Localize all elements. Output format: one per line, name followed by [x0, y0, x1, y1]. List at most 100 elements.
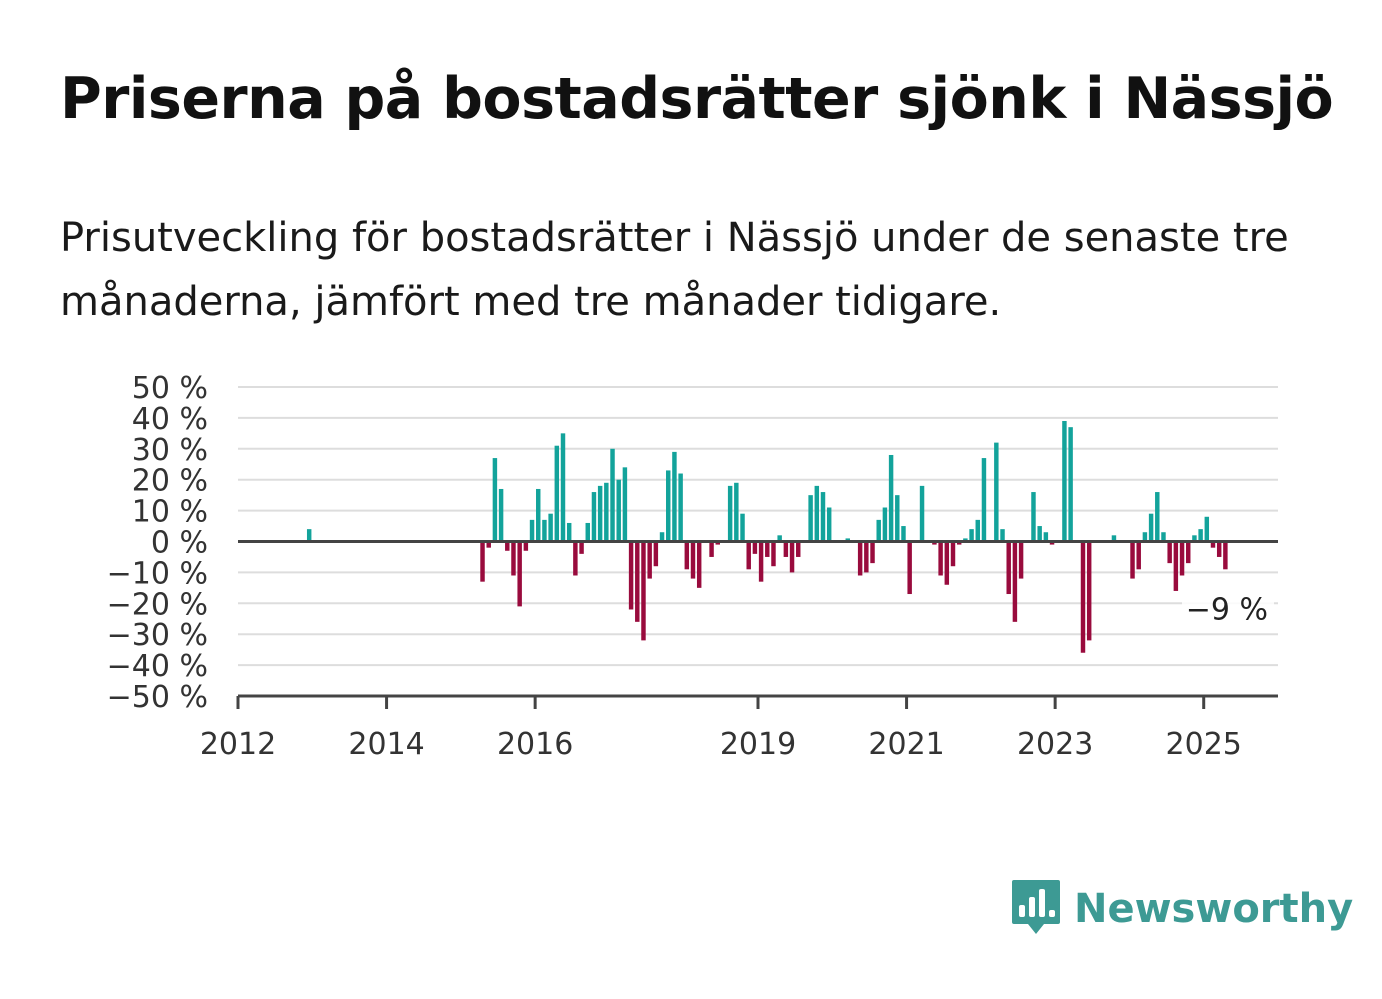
bar: [1142, 532, 1148, 542]
x-tick-label: 2021: [868, 727, 944, 762]
bar: [888, 454, 894, 542]
bar: [641, 541, 646, 641]
bar: [566, 522, 572, 542]
bar: [771, 541, 776, 567]
bar: [523, 541, 529, 551]
bar: [901, 526, 906, 542]
bar: [554, 445, 560, 542]
bar: [1080, 541, 1086, 653]
bar-chart: 50 %40 %30 %20 %10 %0 %−10 %−20 %−30 %−4…: [107, 371, 1278, 762]
bar: [591, 492, 597, 542]
newsworthy-chart-icon: [1012, 880, 1060, 934]
bar: [666, 470, 671, 542]
newsworthy-logo: Newsworthy: [1010, 878, 1353, 940]
bar: [579, 541, 584, 554]
bar: [845, 538, 850, 542]
bar: [672, 451, 677, 542]
bar: [789, 541, 795, 573]
bar: [597, 485, 603, 542]
bar: [994, 442, 999, 542]
bar: [585, 522, 590, 542]
last-value-label-bg: [1182, 591, 1274, 628]
bar: [1000, 529, 1005, 542]
bar: [1167, 541, 1172, 564]
bar: [734, 482, 739, 542]
bar: [895, 495, 900, 542]
x-tick-label: 2023: [1017, 727, 1093, 762]
bar: [1210, 541, 1216, 548]
bar: [938, 541, 943, 576]
bar: [653, 541, 659, 567]
y-tick-label: 10 %: [132, 495, 208, 530]
bar: [1192, 535, 1197, 542]
bar: [635, 541, 640, 622]
bar: [622, 467, 628, 542]
x-tick-label: 2016: [497, 727, 573, 762]
chart-title: Priserna på bostadsrätter sjönk i Nässjö: [60, 66, 1334, 132]
bar: [919, 485, 925, 542]
bar: [882, 507, 888, 542]
bar: [306, 529, 312, 542]
bar: [907, 541, 912, 595]
bar: [659, 532, 665, 542]
bar: [690, 541, 696, 579]
y-tick-label: −20 %: [107, 587, 208, 622]
bar: [1006, 541, 1011, 595]
y-tick-label: 20 %: [132, 464, 208, 499]
bar: [511, 541, 516, 576]
bar: [1086, 541, 1092, 641]
bar: [876, 519, 881, 542]
bar: [765, 541, 770, 557]
y-tick-label: −50 %: [107, 680, 208, 715]
bar: [1031, 492, 1036, 542]
x-axis: 2012 2014 2016 2019 2021 2023 2025: [200, 694, 1278, 762]
bar: [560, 433, 566, 542]
bar: [969, 529, 974, 542]
bar: [814, 485, 820, 542]
y-tick-label: 30 %: [132, 433, 208, 468]
bar: [696, 541, 702, 588]
bar: [950, 541, 956, 567]
bar: [956, 541, 962, 545]
bar: [870, 541, 875, 564]
bar: [1198, 529, 1203, 542]
bar: [709, 541, 714, 557]
bar: [1012, 541, 1018, 622]
bar: [573, 541, 578, 576]
bar: [678, 473, 683, 542]
y-tick-label: −30 %: [107, 618, 208, 653]
bar: [783, 541, 789, 557]
y-tick-label: 50 %: [132, 371, 208, 406]
bar: [1136, 541, 1141, 570]
brand-name: Newsworthy: [1074, 886, 1354, 932]
bar: [647, 541, 652, 579]
bar: [981, 458, 987, 542]
x-tick-label: 2025: [1166, 727, 1242, 762]
bar: [826, 507, 832, 542]
bar: [857, 541, 863, 576]
bar: [1148, 513, 1154, 542]
bar: [1179, 541, 1185, 576]
bar: [1155, 492, 1160, 542]
bar: [684, 541, 690, 570]
bar: [529, 519, 535, 542]
bar: [1043, 532, 1049, 542]
bar: [1204, 516, 1210, 542]
bar: [628, 541, 634, 610]
bar: [975, 519, 980, 542]
bar: [548, 513, 553, 542]
bar: [944, 541, 950, 585]
bar: [505, 541, 510, 551]
bar: [1037, 526, 1042, 542]
bar: [746, 541, 751, 570]
y-tick-label: 0 %: [151, 526, 208, 561]
bar: [820, 492, 826, 542]
y-tick-label: −40 %: [107, 649, 208, 684]
bar: [740, 513, 745, 542]
bar: [808, 495, 813, 542]
bar: [758, 541, 764, 582]
bar: [480, 541, 485, 582]
y-axis: 50 %40 %30 %20 %10 %0 %−10 %−20 %−30 %−4…: [107, 371, 208, 715]
bar: [517, 541, 522, 607]
bar: [492, 458, 498, 542]
